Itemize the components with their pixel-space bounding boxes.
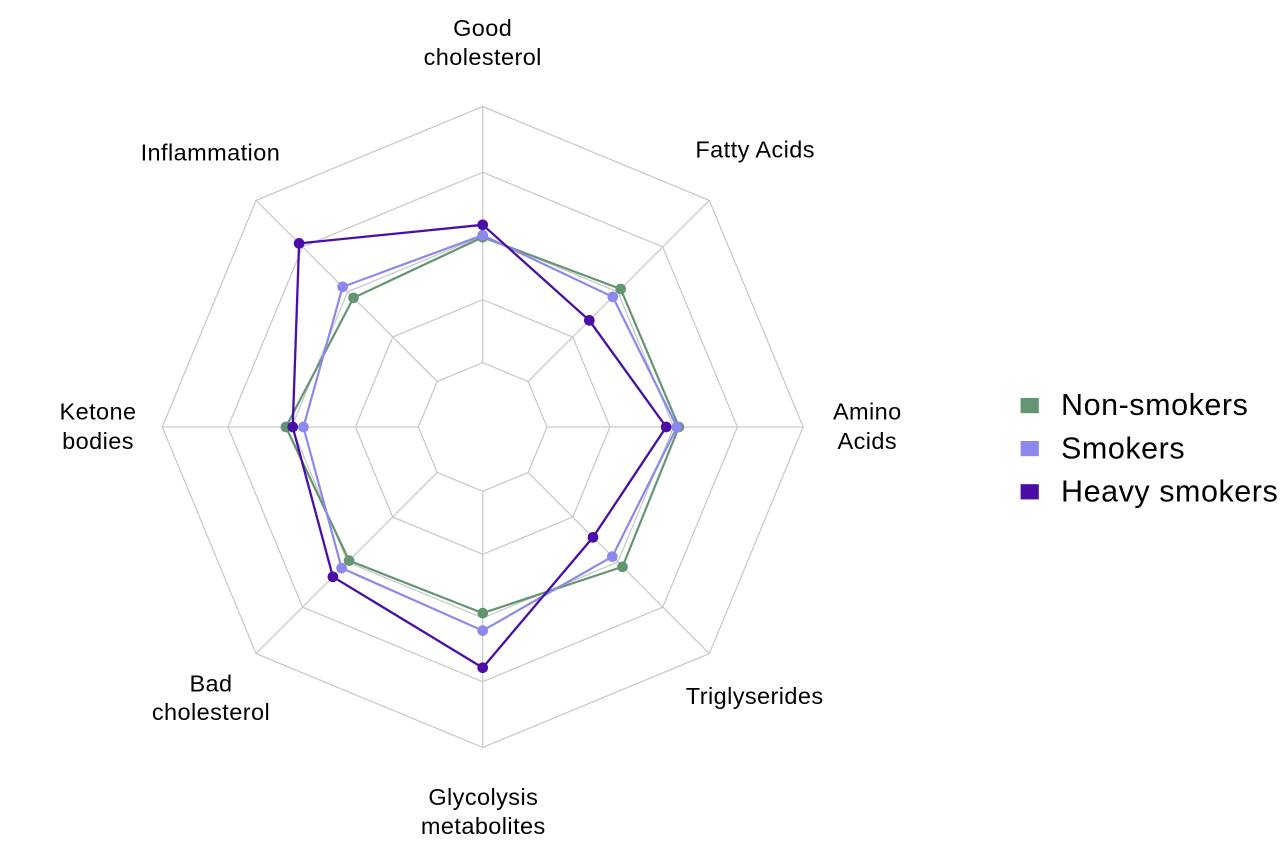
svg-text:Amino: Amino — [833, 399, 902, 425]
svg-text:cholesterol: cholesterol — [424, 44, 542, 70]
svg-text:Acids: Acids — [838, 428, 898, 454]
svg-text:metabolites: metabolites — [421, 813, 546, 839]
svg-text:Smokers: Smokers — [1061, 431, 1185, 465]
svg-text:Glycolysis: Glycolysis — [428, 784, 538, 810]
svg-text:Good: Good — [453, 15, 512, 41]
svg-text:Ketone: Ketone — [59, 399, 136, 425]
svg-text:Bad: Bad — [189, 671, 232, 697]
svg-text:Heavy smokers: Heavy smokers — [1061, 475, 1278, 509]
svg-text:Inflammation: Inflammation — [141, 140, 281, 166]
svg-text:cholesterol: cholesterol — [152, 699, 270, 725]
svg-text:bodies: bodies — [62, 428, 134, 454]
svg-text:Triglyserides: Triglyserides — [686, 683, 824, 709]
svg-text:Fatty Acids: Fatty Acids — [695, 137, 815, 163]
svg-text:Non-smokers: Non-smokers — [1061, 388, 1248, 422]
